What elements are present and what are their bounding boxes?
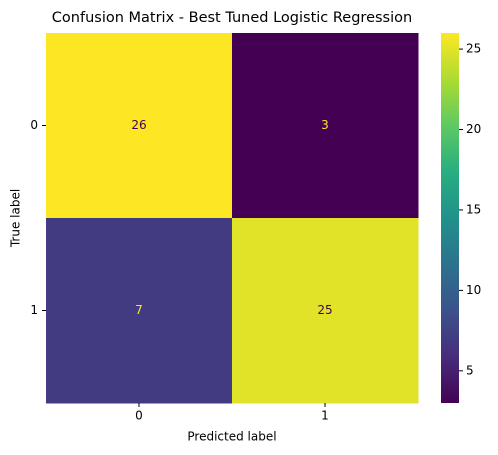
- chart-title: Confusion Matrix - Best Tuned Logistic R…: [52, 10, 412, 26]
- colorbar-tick-label: 15: [466, 202, 481, 216]
- cell-label: 3: [321, 118, 329, 132]
- cell-label: 26: [131, 118, 146, 132]
- y-tick-label: 0: [30, 118, 38, 132]
- x-axis-label: Predicted label: [187, 430, 276, 444]
- x-tick-label: 1: [321, 409, 329, 423]
- heatmap-cell: [46, 33, 233, 219]
- y-axis-label: True label: [9, 189, 23, 248]
- colorbar-tick-label: 25: [466, 42, 481, 56]
- colorbar: [441, 33, 459, 403]
- heatmap-cell: [232, 218, 419, 404]
- colorbar-tick-label: 5: [466, 363, 474, 377]
- heatmap-cell: [232, 33, 419, 219]
- x-tick-label: 0: [135, 409, 143, 423]
- cell-label: 25: [317, 303, 332, 317]
- colorbar-tick-label: 10: [466, 283, 481, 297]
- heatmap-cell: [46, 218, 233, 404]
- colorbar-tick-label: 20: [466, 122, 481, 136]
- cell-label: 7: [135, 303, 143, 317]
- y-tick-label: 1: [30, 303, 38, 317]
